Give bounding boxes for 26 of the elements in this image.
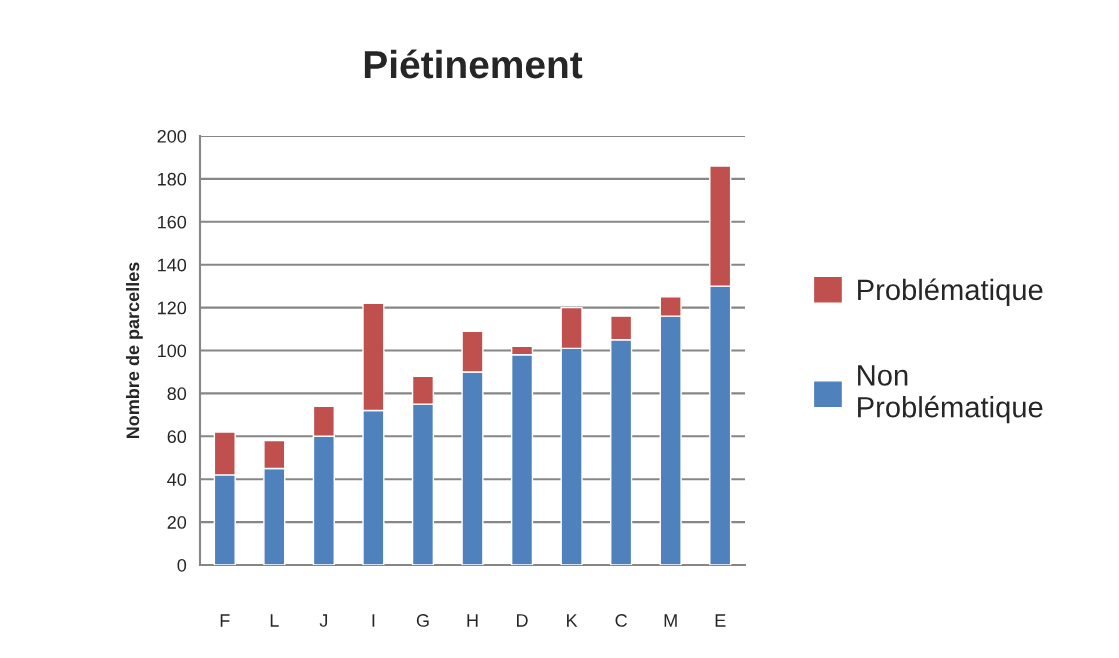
x-tick-label: E <box>715 614 726 627</box>
x-tick-label: L <box>270 614 279 627</box>
y-tick-label: 40 <box>167 473 187 486</box>
y-axis-title: Nombre de parcelles <box>125 262 143 439</box>
y-tick-label: 20 <box>167 516 187 529</box>
x-tick-label: H <box>467 614 478 627</box>
y-tick-label: 200 <box>157 129 187 143</box>
y-tick-label: 140 <box>158 258 187 272</box>
y-tick-label: 100 <box>158 344 187 358</box>
x-tick-label: D <box>517 614 528 627</box>
y-tick-label: 60 <box>167 430 187 444</box>
y-tick-label: 80 <box>167 387 187 401</box>
x-tick-label: J <box>319 614 328 627</box>
x-tick-label: F <box>220 614 230 627</box>
x-tick-label: I <box>372 614 375 627</box>
x-tick-label: C <box>615 614 627 627</box>
y-tick-label: 160 <box>158 215 187 229</box>
legend-label: Non Problématique <box>858 365 1043 424</box>
y-tick-label: 180 <box>158 172 187 186</box>
x-tick-label: G <box>416 614 429 627</box>
legend-label: Problématique <box>858 278 1043 306</box>
x-tick-label: M <box>664 614 677 627</box>
y-tick-label: 0 <box>177 558 187 572</box>
y-tick-label: 120 <box>158 301 187 315</box>
chart-title: Piétinement <box>364 49 583 79</box>
x-tick-label: K <box>567 614 578 627</box>
